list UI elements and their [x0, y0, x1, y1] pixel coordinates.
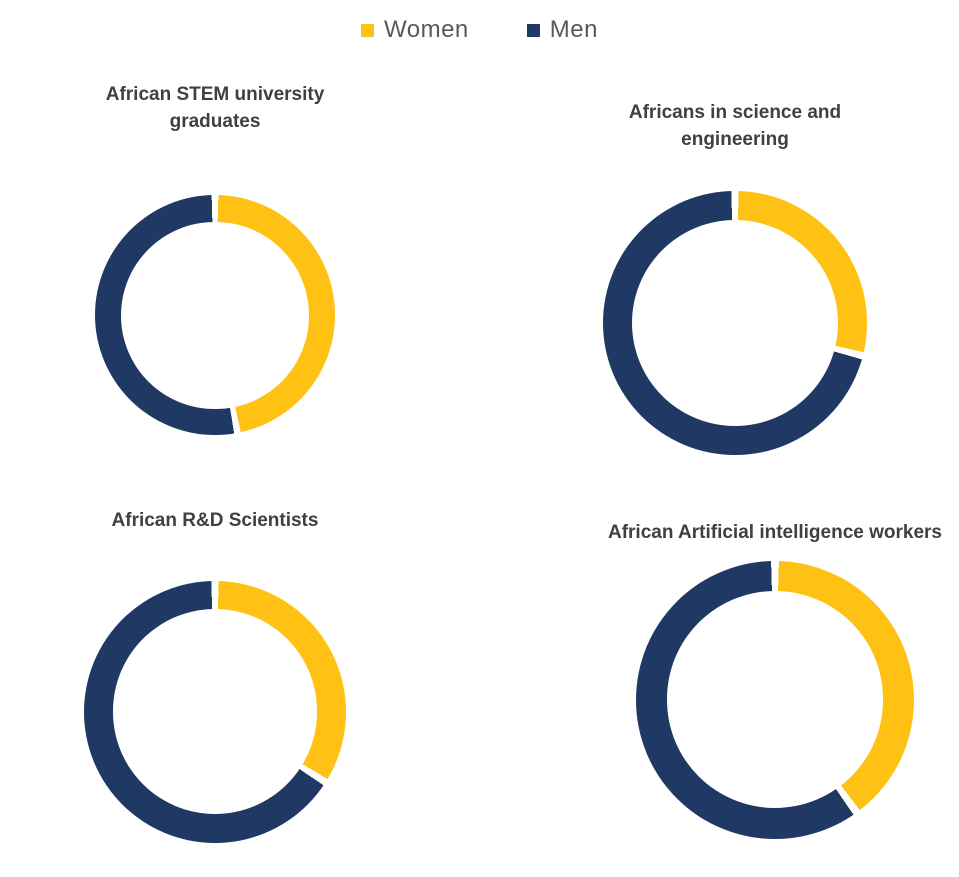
women-swatch-icon — [361, 23, 375, 37]
chart-stem-university-graduates: African STEM university graduates — [0, 82, 430, 436]
legend-label-men: Men — [549, 16, 598, 43]
donut-hole — [666, 591, 884, 808]
legend-label-women: Women — [384, 16, 469, 43]
chart-title-ai-workers: African Artificial intelligence workers — [607, 522, 942, 543]
chart-rd-scientists: African R&D Scientists — [0, 508, 430, 843]
chart-science-and-engineering: Africans in science and engineering — [520, 100, 950, 456]
donut-hole — [112, 609, 318, 814]
donut-hole — [632, 220, 838, 427]
donut-rd-scientists — [84, 580, 346, 843]
men-swatch-icon — [526, 23, 540, 37]
donut-stem-university-graduates — [95, 195, 335, 436]
legend-item-women: Women — [361, 16, 469, 44]
chart-title-stem-university-graduates: African STEM university graduates — [105, 84, 325, 132]
donut-ai-workers — [636, 560, 914, 839]
chart-ai-workers: African Artificial intelligence workers — [560, 520, 959, 839]
donut-hole — [121, 221, 309, 409]
chart-title-science-and-engineering: Africans in science and engineering — [628, 102, 842, 150]
chart-title-rd-scientists: African R&D Scientists — [111, 510, 319, 531]
chart-legend: Women Men — [0, 16, 959, 44]
legend-item-men: Men — [526, 16, 598, 44]
donut-science-and-engineering — [603, 191, 867, 456]
